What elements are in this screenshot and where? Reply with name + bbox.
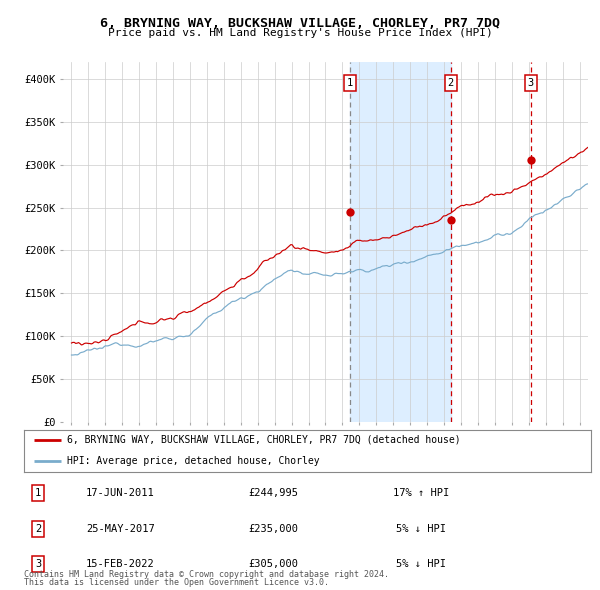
Text: 5% ↓ HPI: 5% ↓ HPI bbox=[396, 524, 446, 533]
Text: 17-JUN-2011: 17-JUN-2011 bbox=[86, 489, 155, 498]
Bar bbox=[350, 62, 451, 422]
Text: 6, BRYNING WAY, BUCKSHAW VILLAGE, CHORLEY, PR7 7DQ: 6, BRYNING WAY, BUCKSHAW VILLAGE, CHORLE… bbox=[100, 17, 500, 30]
Text: 17% ↑ HPI: 17% ↑ HPI bbox=[393, 489, 449, 498]
Text: £235,000: £235,000 bbox=[248, 524, 298, 533]
Text: 2: 2 bbox=[35, 524, 41, 533]
Text: Contains HM Land Registry data © Crown copyright and database right 2024.: Contains HM Land Registry data © Crown c… bbox=[24, 570, 389, 579]
Text: £305,000: £305,000 bbox=[248, 559, 298, 569]
Text: 15-FEB-2022: 15-FEB-2022 bbox=[86, 559, 155, 569]
Text: 3: 3 bbox=[35, 559, 41, 569]
Text: 25-MAY-2017: 25-MAY-2017 bbox=[86, 524, 155, 533]
Text: 3: 3 bbox=[527, 78, 534, 88]
Text: HPI: Average price, detached house, Chorley: HPI: Average price, detached house, Chor… bbox=[67, 456, 319, 466]
Text: 5% ↓ HPI: 5% ↓ HPI bbox=[396, 559, 446, 569]
Text: Price paid vs. HM Land Registry's House Price Index (HPI): Price paid vs. HM Land Registry's House … bbox=[107, 28, 493, 38]
Text: This data is licensed under the Open Government Licence v3.0.: This data is licensed under the Open Gov… bbox=[24, 578, 329, 587]
Text: 1: 1 bbox=[347, 78, 353, 88]
Text: 1: 1 bbox=[35, 489, 41, 498]
Text: 6, BRYNING WAY, BUCKSHAW VILLAGE, CHORLEY, PR7 7DQ (detached house): 6, BRYNING WAY, BUCKSHAW VILLAGE, CHORLE… bbox=[67, 435, 460, 445]
Text: £244,995: £244,995 bbox=[248, 489, 298, 498]
Text: 2: 2 bbox=[448, 78, 454, 88]
